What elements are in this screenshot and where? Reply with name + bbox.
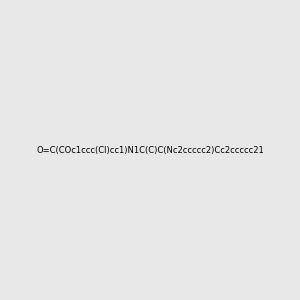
Text: O=C(COc1ccc(Cl)cc1)N1C(C)C(Nc2ccccc2)Cc2ccccc21: O=C(COc1ccc(Cl)cc1)N1C(C)C(Nc2ccccc2)Cc2…	[36, 146, 264, 154]
